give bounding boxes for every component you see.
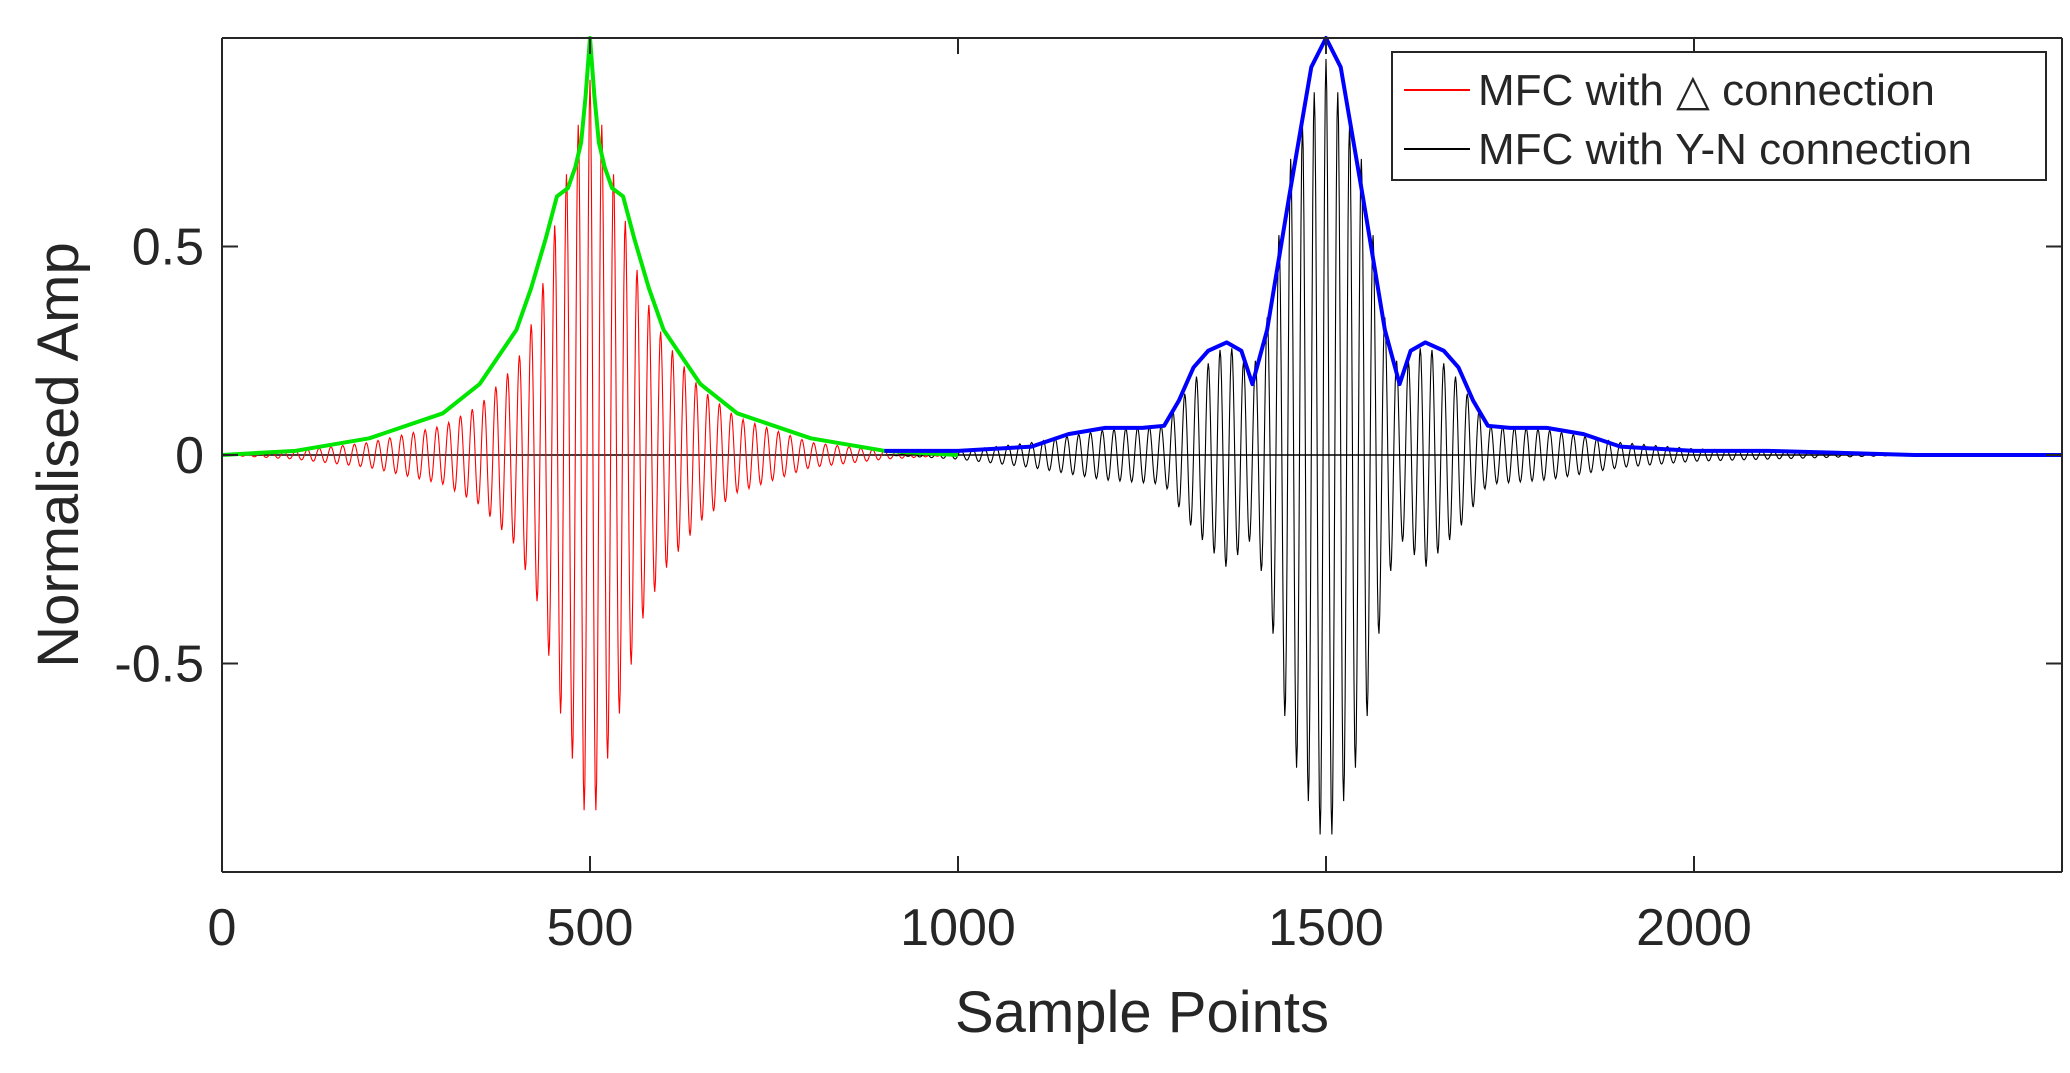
series-line-envelope-1	[884, 36, 2062, 457]
x-tick-label: 1500	[1268, 899, 1384, 957]
x-tick-label: 2000	[1636, 899, 1752, 957]
y-tick-label: 0	[175, 427, 204, 485]
y-tick-label: 0.5	[132, 219, 204, 277]
y-tick-label: -0.5	[114, 636, 204, 694]
ticks-layer: 0 500 1000 1500 2000 0.5 0 -0.5	[114, 38, 2062, 957]
legend: MFC with △ connection MFC with Y-N conne…	[1391, 51, 2047, 181]
series-line-signal-0	[221, 79, 959, 811]
legend-label-y-n-connection: MFC with Y-N connection	[1478, 125, 1972, 174]
y-axis-label: Normalised Amp	[26, 242, 91, 667]
x-tick-label: 1000	[900, 899, 1016, 957]
x-tick-label: 0	[208, 899, 237, 957]
x-axis-label: Sample Points	[955, 980, 1329, 1045]
legend-box	[1391, 51, 2047, 181]
legend-label-delta-connection: MFC with △ connection	[1478, 66, 1935, 115]
x-tick-label: 500	[547, 899, 634, 957]
